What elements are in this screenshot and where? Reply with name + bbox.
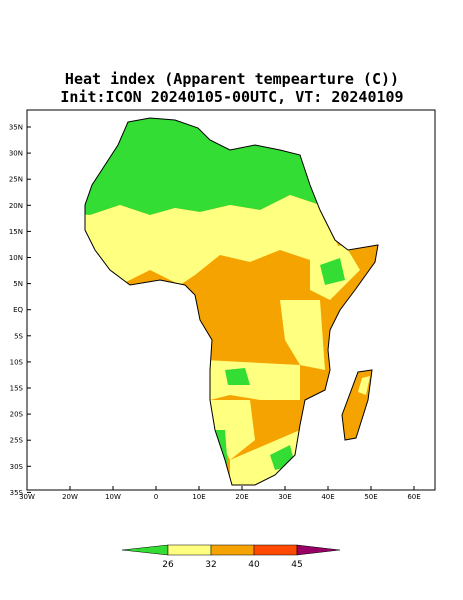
lat-label: 10N bbox=[9, 254, 23, 262]
lat-label: 15S bbox=[10, 385, 24, 393]
lon-label: 10E bbox=[192, 493, 205, 501]
lat-label: 35N bbox=[9, 124, 23, 132]
lat-label: 25S bbox=[10, 437, 24, 445]
lat-label: EQ bbox=[13, 306, 23, 314]
colorbar-bin bbox=[253, 544, 298, 556]
lon-label: 30E bbox=[278, 493, 291, 501]
colorbar-tick-label: 32 bbox=[205, 560, 216, 570]
lat-labels: 35N 30N 25N 20N 15N 10N 5N EQ 5S 10S 15S 20S 25S 30S 3… bbox=[9, 124, 31, 497]
lat-label: 30N bbox=[9, 150, 23, 158]
colorbar: 26 32 40 45 bbox=[121, 544, 341, 570]
colorbar-low bbox=[121, 544, 169, 556]
lat-label: 25N bbox=[9, 176, 23, 184]
lat-label: 20N bbox=[9, 202, 23, 210]
lon-labels: 30W 20W 10W 0 10E 20E 30E 40E 50E 60E bbox=[19, 486, 421, 501]
colorbar-high bbox=[296, 544, 341, 556]
colorbar-bin bbox=[210, 544, 255, 556]
lat-label: 5N bbox=[13, 280, 23, 288]
subtitle: Init:ICON 20240105-00UTC, VT: 20240109 bbox=[60, 88, 403, 106]
lat-label: 15N bbox=[9, 228, 23, 236]
colorbar-bin bbox=[167, 544, 212, 556]
lat-label: 35S bbox=[10, 489, 24, 497]
lon-label: 0 bbox=[154, 493, 158, 501]
lat-label: 5S bbox=[14, 332, 23, 340]
lon-label: 40E bbox=[321, 493, 334, 501]
lat-label: 20S bbox=[10, 411, 24, 419]
lon-label: 30W bbox=[19, 493, 35, 501]
colorbar-tick-label: 26 bbox=[162, 560, 174, 570]
colorbar-tick-label: 40 bbox=[248, 560, 260, 570]
colorbar-tick-label: 45 bbox=[291, 560, 302, 570]
coastline bbox=[84, 117, 379, 486]
lat-label: 10S bbox=[10, 358, 24, 366]
title: Heat index (Apparent tempearture (C)) bbox=[65, 70, 399, 88]
lon-label: 20W bbox=[62, 493, 78, 501]
madagascar-yellow bbox=[358, 376, 370, 395]
lon-label: 20E bbox=[235, 493, 248, 501]
lon-label: 10W bbox=[105, 493, 121, 501]
lon-label: 50E bbox=[364, 493, 377, 501]
lon-label: 60E bbox=[407, 493, 420, 501]
lat-label: 30S bbox=[10, 463, 24, 471]
